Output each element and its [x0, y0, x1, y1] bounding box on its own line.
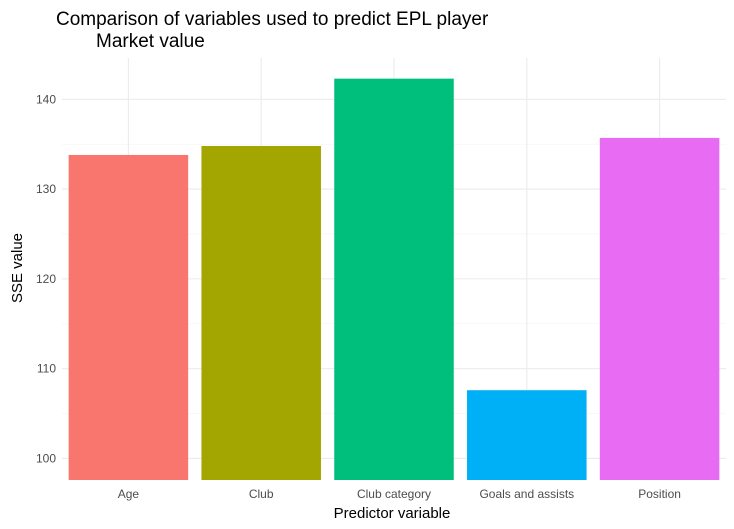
x-tick-label: Goals and assists [479, 487, 574, 501]
x-tick-label: Club [249, 487, 274, 501]
y-tick-label: 130 [36, 182, 56, 196]
bar-2 [334, 78, 454, 480]
y-tick-label: 110 [37, 362, 56, 376]
x-axis-ticks: Age Club Club category Goals and assists Pos… [118, 487, 681, 501]
x-axis-title: Predictor variable [334, 505, 451, 522]
x-tick-label: Position [638, 487, 681, 501]
y-tick-label: 120 [36, 272, 56, 286]
bar-1 [201, 145, 321, 480]
y-tick-label: 100 [36, 451, 56, 465]
chart-title-line-2: Market value [96, 31, 205, 52]
x-tick-label: Club category [357, 487, 431, 501]
bars [68, 78, 720, 480]
bar-0 [68, 154, 189, 480]
chart-title-line-1: Comparison of variables used to predict … [56, 9, 489, 30]
y-axis-ticks: 100 110 120 130 140 [36, 92, 56, 465]
y-tick-label: 140 [36, 92, 56, 106]
bar-4 [599, 137, 720, 480]
y-axis-title: SSE value [9, 233, 26, 303]
x-tick-label: Age [118, 487, 140, 501]
bar-3 [467, 390, 587, 480]
